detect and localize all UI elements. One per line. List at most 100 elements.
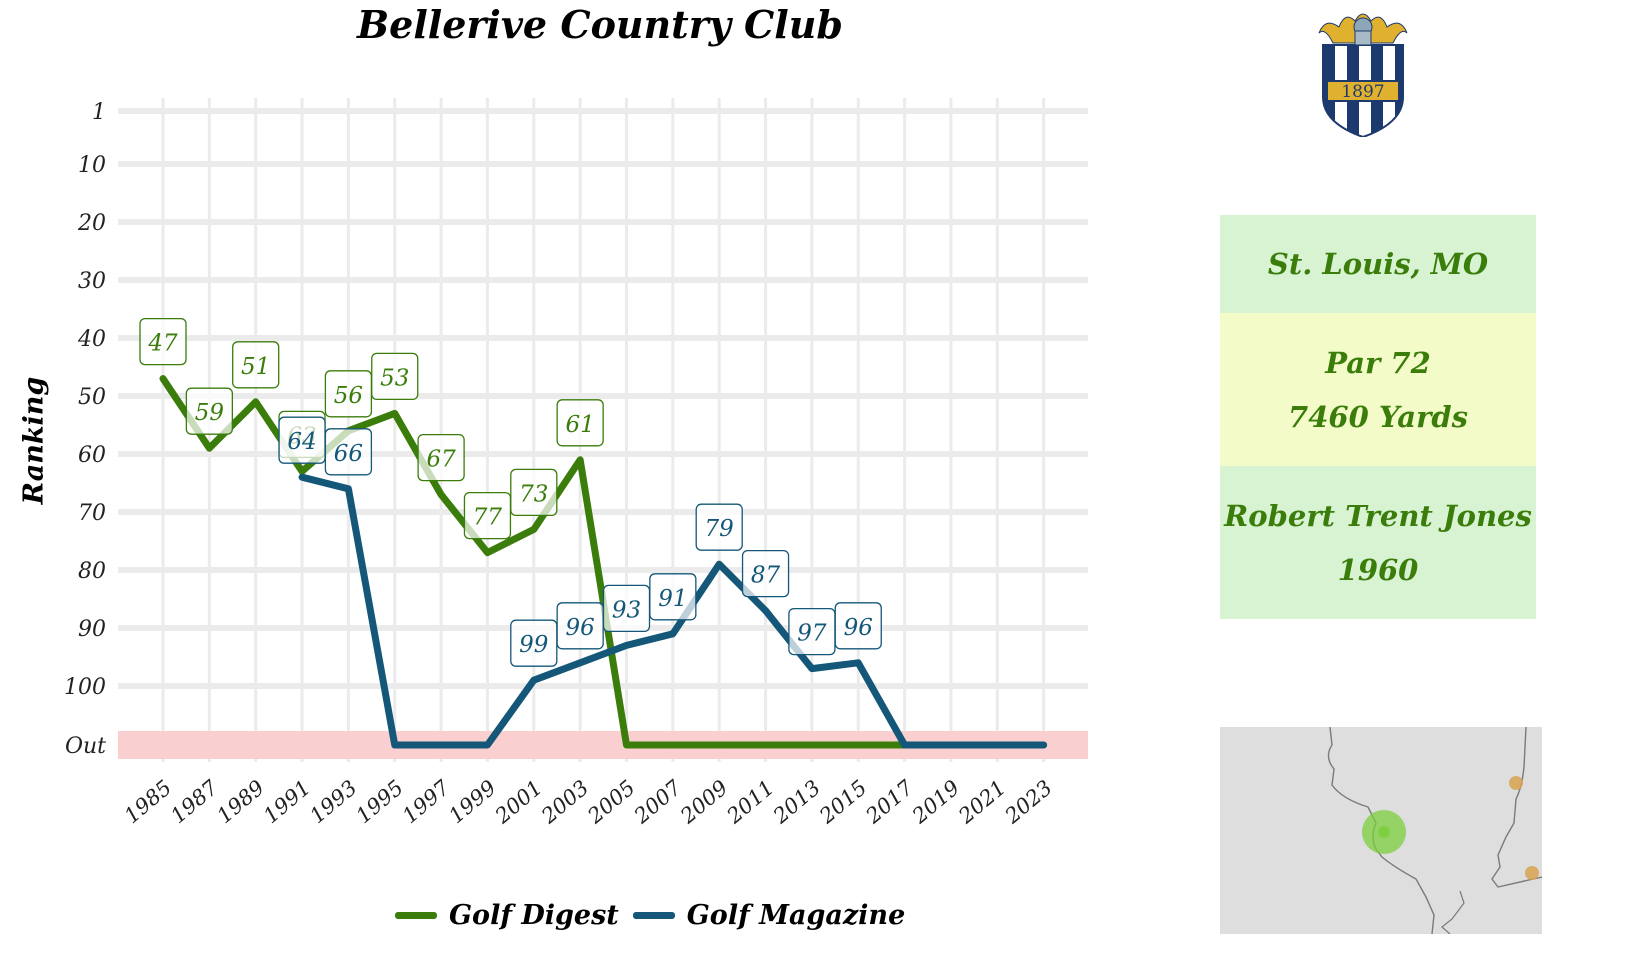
y-tick-label: 30: [78, 269, 106, 294]
svg-text:53: 53: [380, 365, 409, 391]
x-tick-label: 2019: [907, 775, 964, 828]
data-label-golf-digest: 67: [417, 433, 465, 482]
map-county-border: [1441, 890, 1465, 934]
data-label-golf-magazine: 96: [834, 602, 882, 650]
svg-text:96: 96: [844, 615, 873, 641]
x-tick-label: 2003: [536, 775, 593, 828]
data-label-golf-magazine: 97: [788, 607, 836, 656]
x-tick-label: 2001: [490, 775, 547, 828]
x-tick-label: 2005: [583, 775, 640, 828]
data-label-golf-magazine: 93: [602, 584, 651, 633]
data-label-golf-magazine: 99: [510, 619, 558, 667]
legend-swatch-golf-magazine: [632, 911, 675, 919]
info-course: Par 72 7460 Yards: [1220, 313, 1536, 466]
y-tick-label: 40: [77, 327, 106, 352]
x-tick-label: 2013: [768, 775, 825, 828]
y-axis-ticks: 1 10 20 30 40 50 60 70 80 90 100 Out: [64, 100, 106, 759]
y-tick-label: 10: [78, 153, 106, 178]
data-label-golf-digest: 59: [185, 387, 234, 435]
data-label-golf-magazine: 64: [278, 416, 326, 464]
x-tick-label: 2007: [629, 775, 687, 829]
data-label-golf-digest: 51: [232, 341, 280, 389]
svg-text:61: 61: [566, 412, 595, 438]
crest-year: 1897: [1341, 82, 1384, 102]
data-label-golf-digest: 56: [324, 370, 373, 418]
svg-text:47: 47: [147, 331, 178, 357]
par-text: Par 72: [1325, 345, 1431, 380]
y-tick-label: 80: [78, 559, 106, 584]
y-tick-label: 60: [78, 443, 106, 468]
legend: Golf Digest Golf Magazine: [395, 893, 919, 937]
svg-text:73: 73: [519, 481, 548, 507]
svg-text:96: 96: [566, 615, 595, 641]
x-tick-label: 2017: [861, 775, 919, 829]
svg-text:59: 59: [195, 400, 224, 426]
x-tick-label: 1987: [166, 775, 223, 828]
legend-label-golf-magazine: Golf Magazine: [686, 899, 906, 931]
data-label-golf-digest: 53: [371, 352, 419, 401]
data-label-golf-magazine: 87: [741, 549, 790, 598]
svg-text:87: 87: [751, 563, 781, 589]
map-river-border: [1491, 727, 1542, 888]
chart-title: Bellerive Country Club: [357, 2, 843, 47]
x-tick-label: 1989: [213, 775, 269, 828]
y-axis-label: Ranking: [18, 376, 50, 505]
x-tick-label: 2009: [675, 775, 732, 828]
club-crest-icon: 1897: [1315, 5, 1411, 139]
svg-text:56: 56: [334, 383, 363, 409]
yards-text: 7460 Yards: [1288, 399, 1468, 434]
data-label-golf-magazine: 91: [649, 573, 697, 621]
y-tick-label: 90: [78, 617, 106, 642]
y-tick-label: Out: [65, 734, 106, 759]
x-tick-label: 1991: [259, 775, 315, 828]
svg-text:51: 51: [241, 354, 270, 380]
data-label-golf-digest: 73: [510, 468, 558, 517]
location-text: St. Louis, MO: [1267, 247, 1489, 281]
svg-text:79: 79: [705, 516, 734, 542]
x-tick-label: 2011: [722, 775, 779, 828]
data-label-golf-magazine: 79: [695, 503, 743, 551]
y-tick-label: 20: [77, 211, 106, 236]
legend-swatch-golf-digest: [395, 911, 437, 919]
info-architect: Robert Trent Jones 1960: [1220, 466, 1536, 619]
data-label-golf-digest: 61: [556, 399, 604, 447]
other-club-marker: [1525, 866, 1539, 880]
legend-item-golf-magazine: Golf Magazine: [632, 899, 906, 931]
y-tick-label: 1: [92, 100, 106, 125]
x-tick-label: 2021: [953, 775, 1010, 828]
club-location-dot: [1378, 826, 1390, 838]
svg-text:66: 66: [334, 441, 363, 467]
x-tick-label: 1995: [352, 775, 408, 828]
info-location: St. Louis, MO: [1220, 215, 1536, 313]
svg-text:64: 64: [287, 429, 316, 455]
data-label-golf-magazine: 66: [324, 428, 373, 476]
svg-text:91: 91: [658, 586, 687, 612]
svg-text:97: 97: [797, 621, 827, 647]
x-tick-label: 2015: [814, 775, 871, 828]
legend-item-golf-digest: Golf Digest: [395, 900, 619, 931]
x-tick-label: 1999: [444, 775, 500, 828]
x-axis-ticks: 1985198719891991199319951997199920012003…: [120, 775, 1057, 829]
svg-text:67: 67: [426, 447, 456, 473]
other-club-marker: [1509, 776, 1523, 790]
y-tick-label: 70: [78, 501, 106, 526]
legend-label-golf-digest: Golf Digest: [449, 899, 619, 931]
y-tick-label: 50: [78, 385, 106, 410]
x-tick-label: 1993: [305, 775, 361, 828]
series-line-golf-magazine: [298, 473, 1048, 749]
architect-text: Robert Trent Jones: [1224, 498, 1532, 533]
data-labels: 4759516356536777736164669996939179879796: [139, 317, 882, 667]
location-map: [1220, 727, 1542, 934]
data-label-golf-digest: 77: [463, 491, 512, 540]
svg-text:77: 77: [473, 505, 503, 531]
data-label-golf-magazine: 96: [556, 602, 604, 650]
svg-text:99: 99: [519, 632, 548, 658]
x-tick-label: 2023: [1000, 775, 1057, 828]
data-label-golf-digest: 47: [139, 317, 187, 366]
year-built-text: 1960: [1337, 552, 1419, 587]
x-tick-label: 1985: [120, 775, 176, 828]
y-tick-label: 100: [64, 675, 106, 700]
grid: [118, 98, 1088, 762]
svg-text:93: 93: [612, 597, 641, 623]
